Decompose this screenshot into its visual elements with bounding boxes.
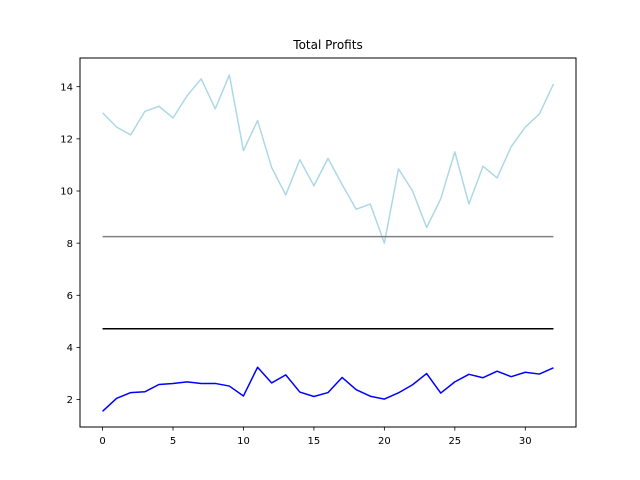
x-tick-label: 30 — [519, 436, 532, 447]
y-tick-label: 2 — [67, 395, 73, 406]
x-tick-label: 25 — [448, 436, 461, 447]
y-tick-label: 12 — [60, 134, 73, 145]
series-line-4 — [102, 366, 554, 412]
y-axis: 2 4 6 8 10 12 14 — [60, 82, 80, 406]
x-tick-label: 20 — [378, 436, 391, 447]
series-layer — [102, 74, 555, 412]
x-tick-label: 10 — [237, 436, 250, 447]
series-line-1 — [102, 74, 555, 244]
y-tick-label: 14 — [60, 82, 73, 93]
chart-title: Total Profits — [292, 38, 362, 52]
x-tick-label: 15 — [308, 436, 321, 447]
x-tick-label: 0 — [99, 436, 105, 447]
x-tick-label: 5 — [170, 436, 176, 447]
y-tick-label: 10 — [60, 187, 73, 198]
y-tick-label: 4 — [67, 343, 73, 354]
y-tick-label: 6 — [67, 291, 73, 302]
y-tick-label: 8 — [67, 239, 73, 250]
x-axis: 0 5 10 15 20 25 30 — [99, 427, 532, 447]
plot-frame — [79, 57, 577, 428]
